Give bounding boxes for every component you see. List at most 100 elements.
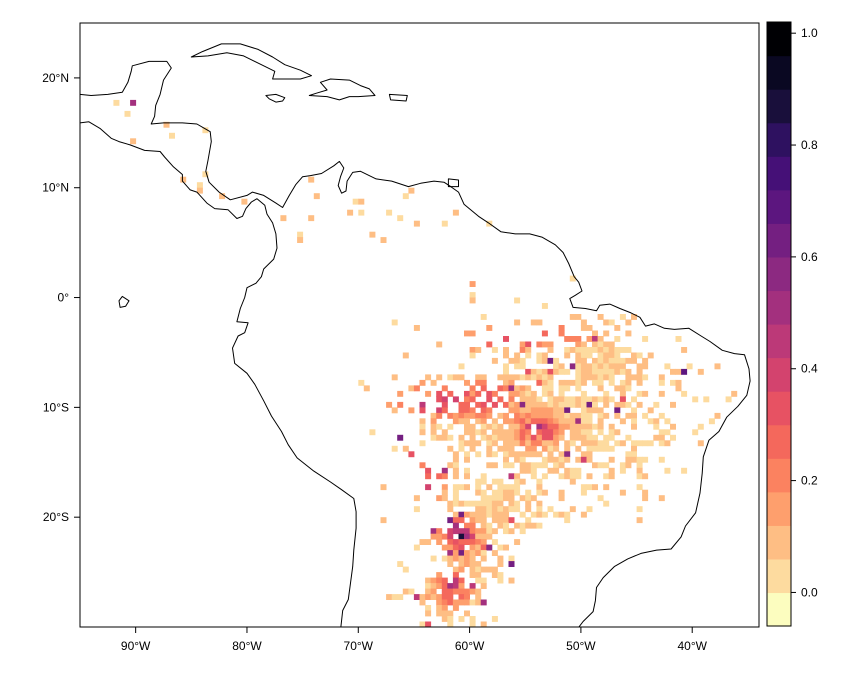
coast-hispaniola bbox=[308, 78, 376, 101]
raster-cell bbox=[452, 566, 459, 573]
raster-cell bbox=[714, 412, 721, 419]
raster-cell bbox=[430, 418, 437, 425]
raster-cell bbox=[525, 467, 532, 474]
raster-cell bbox=[580, 451, 587, 458]
raster-cell bbox=[408, 627, 414, 633]
coast-puerto-rico bbox=[388, 93, 408, 102]
raster-cell bbox=[430, 555, 437, 562]
raster-cell bbox=[475, 588, 482, 595]
raster-cell bbox=[397, 390, 404, 397]
raster-cell bbox=[464, 456, 470, 463]
raster-cell bbox=[592, 440, 598, 447]
raster-cell bbox=[469, 599, 476, 606]
raster-cell bbox=[541, 489, 548, 496]
raster-cell bbox=[458, 363, 465, 370]
raster-cell bbox=[469, 583, 476, 589]
raster-cell bbox=[458, 412, 465, 419]
raster-cell bbox=[564, 467, 571, 474]
raster-cell bbox=[503, 336, 509, 342]
raster-cell bbox=[608, 467, 615, 474]
raster-cell bbox=[530, 374, 537, 381]
raster-cell bbox=[297, 237, 304, 243]
raster-cell bbox=[536, 319, 543, 326]
raster-cell bbox=[541, 379, 548, 386]
probability-raster bbox=[113, 99, 738, 633]
raster-cell bbox=[480, 385, 487, 392]
raster-cell bbox=[469, 352, 476, 359]
raster-cell bbox=[553, 396, 560, 403]
raster-cell bbox=[536, 357, 543, 364]
raster-cell bbox=[480, 495, 487, 502]
colorbar-bin bbox=[767, 324, 791, 359]
raster-cell bbox=[391, 319, 398, 326]
colorbar-bin bbox=[767, 290, 791, 325]
raster-cell bbox=[508, 401, 515, 408]
raster-cell bbox=[380, 484, 387, 491]
raster-cell bbox=[452, 500, 459, 507]
raster-cell bbox=[458, 555, 465, 562]
raster-cell bbox=[464, 423, 470, 430]
raster-cell bbox=[480, 412, 487, 419]
raster-cell bbox=[525, 341, 532, 348]
raster-cell bbox=[491, 440, 498, 447]
raster-cell bbox=[469, 550, 476, 556]
raster-cell bbox=[558, 368, 565, 375]
coast-trinidad bbox=[447, 178, 459, 188]
y-tick-label: 20°N bbox=[42, 71, 69, 85]
raster-cell bbox=[491, 566, 498, 573]
raster-cell bbox=[441, 588, 448, 595]
raster-cell bbox=[603, 390, 610, 397]
raster-cell bbox=[514, 319, 521, 326]
raster-cell bbox=[625, 374, 632, 381]
raster-cell bbox=[503, 506, 509, 513]
raster-cell bbox=[464, 528, 470, 535]
raster-cell bbox=[514, 522, 521, 529]
raster-cell bbox=[508, 429, 515, 436]
raster-cell bbox=[452, 588, 459, 595]
raster-cell bbox=[597, 440, 604, 447]
raster-cell bbox=[580, 489, 587, 496]
raster-cell bbox=[536, 484, 543, 491]
raster-cell bbox=[441, 577, 448, 584]
raster-cell bbox=[436, 539, 443, 545]
raster-cell bbox=[631, 396, 637, 403]
colorbar-bin bbox=[767, 525, 791, 560]
raster-cell bbox=[647, 418, 654, 425]
raster-cell bbox=[664, 440, 671, 447]
raster-cell bbox=[408, 451, 415, 458]
raster-cell bbox=[653, 423, 660, 430]
raster-cell bbox=[497, 374, 504, 381]
colorbar-bin bbox=[767, 89, 791, 124]
raster-cell bbox=[514, 500, 521, 507]
raster-cell bbox=[514, 423, 521, 430]
raster-cell bbox=[469, 330, 476, 337]
raster-cell bbox=[525, 445, 532, 452]
raster-cell bbox=[608, 347, 615, 353]
raster-cell bbox=[425, 594, 432, 600]
raster-cell bbox=[658, 390, 665, 397]
raster-cell bbox=[553, 363, 560, 370]
raster-cell bbox=[519, 412, 526, 419]
raster-cell bbox=[447, 528, 454, 535]
raster-cell bbox=[530, 440, 537, 447]
raster-cell bbox=[731, 390, 738, 397]
raster-cell bbox=[480, 500, 487, 507]
raster-cell bbox=[486, 500, 493, 507]
raster-cell bbox=[475, 401, 482, 408]
raster-cell bbox=[541, 429, 548, 436]
raster-cell bbox=[697, 368, 704, 375]
raster-cell bbox=[619, 363, 626, 370]
raster-cell bbox=[569, 412, 576, 419]
raster-cell bbox=[441, 616, 448, 622]
coast-galapagos bbox=[118, 295, 130, 308]
raster-cell bbox=[358, 198, 365, 205]
raster-cell bbox=[614, 363, 621, 370]
raster-cell bbox=[536, 500, 543, 507]
y-tick-label: 10°N bbox=[42, 181, 69, 195]
raster-cell bbox=[558, 434, 565, 441]
raster-cell bbox=[469, 566, 476, 573]
raster-cell bbox=[575, 368, 582, 375]
raster-cell bbox=[603, 347, 610, 353]
raster-cell bbox=[413, 495, 420, 502]
raster-cell bbox=[519, 478, 526, 485]
